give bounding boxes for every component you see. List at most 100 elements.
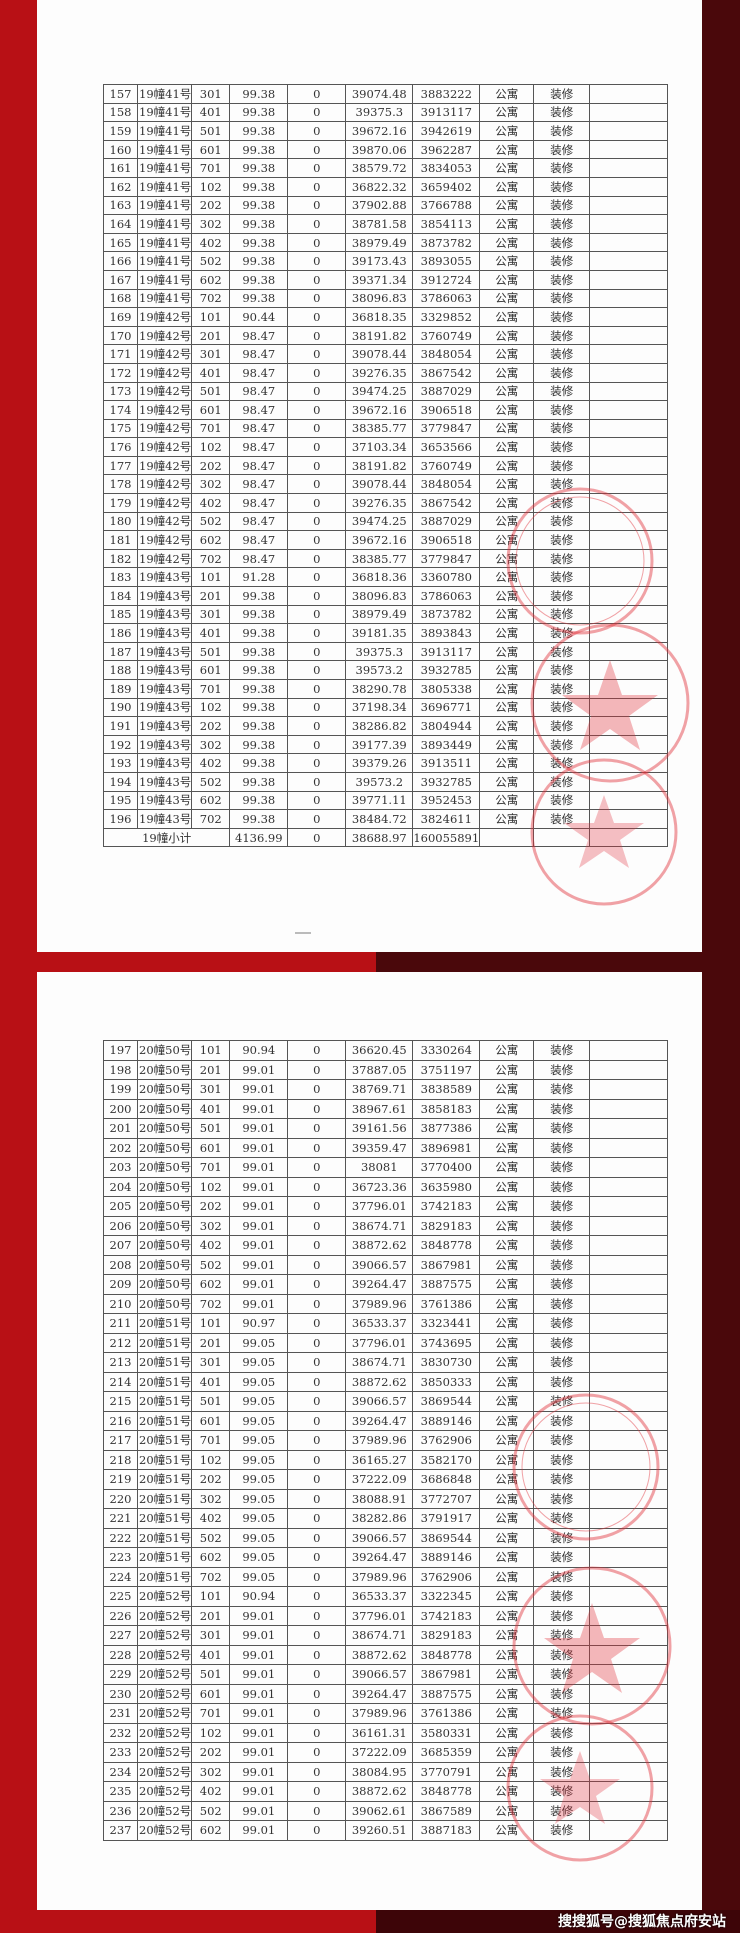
subtotal-avg-price: 38688.97 <box>345 827 414 848</box>
table-row: 234 20幢52号 302 99.01 0 38084.95 3770791 公寓 装修 <box>103 1761 669 1782</box>
room-number-cell: 301 <box>191 604 231 625</box>
decoration-cell: 装修 <box>533 307 591 327</box>
total-price-cell: 3659402 <box>412 176 481 197</box>
decoration-cell: 装修 <box>533 1781 591 1802</box>
property-type-cell: 公寓 <box>479 1586 535 1607</box>
property-type-cell: 公寓 <box>479 1352 535 1373</box>
area-cell: 99.01 <box>229 1157 289 1178</box>
table-row: 226 20幢52号 201 99.01 0 37796.01 3742183 公寓 装修 <box>103 1605 669 1626</box>
property-type-cell: 公寓 <box>479 121 535 141</box>
decoration-cell: 装修 <box>533 1644 591 1665</box>
room-number-cell: 401 <box>191 362 231 383</box>
row-number-cell: 214 <box>103 1371 138 1392</box>
remark-cell <box>589 344 669 364</box>
building-unit-cell: 19幢41号 <box>136 232 193 253</box>
row-number-cell: 160 <box>103 139 138 160</box>
property-type-cell: 公寓 <box>479 1644 535 1665</box>
property-type-cell: 公寓 <box>479 474 535 495</box>
area-cell: 98.47 <box>229 530 289 550</box>
total-price-cell: 3913511 <box>412 753 481 773</box>
unit-price-cell: 38979.49 <box>345 604 414 625</box>
property-type-cell: 公寓 <box>479 1157 535 1178</box>
row-number-cell: 171 <box>103 344 138 364</box>
area-cell: 99.38 <box>229 251 289 271</box>
row-number-cell: 220 <box>103 1488 138 1509</box>
unit-price-cell: 39672.16 <box>345 530 414 550</box>
scan-smudge <box>295 932 311 934</box>
remark-cell <box>589 1761 669 1782</box>
table-row: 217 20幢51号 701 99.05 0 37989.96 3762906 公寓 装修 <box>103 1430 669 1451</box>
remark-cell <box>589 400 669 420</box>
room-number-cell: 202 <box>191 716 231 736</box>
remark-cell <box>589 121 669 141</box>
property-type-cell: 公寓 <box>479 1664 535 1685</box>
decoration-cell: 装修 <box>533 362 591 383</box>
property-type-cell: 公寓 <box>479 1703 535 1724</box>
row-number-cell: 182 <box>103 548 138 569</box>
total-price-cell: 3761386 <box>412 1293 481 1314</box>
building-unit-cell: 20幢50号 <box>136 1118 193 1139</box>
property-type-cell: 公寓 <box>479 84 535 104</box>
total-price-cell: 3873782 <box>412 232 481 253</box>
building-unit-cell: 20幢51号 <box>136 1547 193 1568</box>
building-unit-cell: 19幢43号 <box>136 641 193 662</box>
total-price-cell: 3848778 <box>412 1781 481 1802</box>
building-unit-cell: 19幢43号 <box>136 567 193 588</box>
building-unit-cell: 19幢42号 <box>136 325 193 346</box>
unit-price-cell: 38872.62 <box>345 1371 414 1392</box>
property-type-cell: 公寓 <box>479 176 535 197</box>
row-number-cell: 226 <box>103 1605 138 1626</box>
total-price-cell: 3873782 <box>412 604 481 625</box>
property-type-cell: 公寓 <box>479 251 535 271</box>
decoration-cell: 装修 <box>533 1059 591 1080</box>
area-cell: 98.47 <box>229 400 289 420</box>
building-unit-cell: 20幢52号 <box>136 1683 193 1704</box>
zero-value-cell: 0 <box>287 716 347 736</box>
total-price-cell: 3686848 <box>412 1469 481 1490</box>
area-cell: 99.38 <box>229 586 289 606</box>
zero-value-cell: 0 <box>287 1820 347 1841</box>
table-row: 206 20幢50号 302 99.01 0 38674.71 3829183 公寓 装修 <box>103 1215 669 1236</box>
decoration-cell: 装修 <box>533 586 591 606</box>
unit-price-cell: 39066.57 <box>345 1527 414 1548</box>
room-number-cell: 602 <box>191 269 231 290</box>
unit-price-cell: 36818.36 <box>345 567 414 588</box>
room-number-cell: 201 <box>191 325 231 346</box>
total-price-cell: 3743695 <box>412 1332 481 1353</box>
room-number-cell: 602 <box>191 530 231 550</box>
total-price-cell: 3582170 <box>412 1449 481 1470</box>
area-cell: 99.38 <box>229 753 289 773</box>
area-cell: 98.47 <box>229 381 289 402</box>
unit-price-cell: 39161.56 <box>345 1118 414 1139</box>
property-type-cell: 公寓 <box>479 753 535 773</box>
remark-cell <box>589 176 669 197</box>
decoration-cell: 装修 <box>533 771 591 792</box>
row-number-cell: 207 <box>103 1235 138 1256</box>
table-row: 208 20幢50号 502 99.01 0 39066.57 3867981 公寓 装修 <box>103 1254 669 1275</box>
total-price-cell: 3913117 <box>412 102 481 123</box>
building-unit-cell: 20幢52号 <box>136 1664 193 1685</box>
total-price-cell: 3779847 <box>412 548 481 569</box>
building-unit-cell: 20幢51号 <box>136 1430 193 1451</box>
area-cell: 90.94 <box>229 1586 289 1607</box>
zero-value-cell: 0 <box>287 1625 347 1646</box>
remark-cell <box>589 84 669 104</box>
room-number-cell: 201 <box>191 1059 231 1080</box>
decoration-cell: 装修 <box>533 716 591 736</box>
room-number-cell: 702 <box>191 1293 231 1314</box>
total-price-cell: 3906518 <box>412 400 481 420</box>
area-cell: 99.38 <box>229 288 289 309</box>
total-price-cell: 3889146 <box>412 1547 481 1568</box>
building-unit-cell: 20幢52号 <box>136 1781 193 1802</box>
room-number-cell: 702 <box>191 288 231 309</box>
property-type-cell: 公寓 <box>479 511 535 532</box>
area-cell: 90.44 <box>229 307 289 327</box>
zero-value-cell: 0 <box>287 1781 347 1802</box>
remark-cell <box>589 1410 669 1431</box>
decoration-cell: 装修 <box>533 325 591 346</box>
building-unit-cell: 20幢51号 <box>136 1371 193 1392</box>
table-row: 159 19幢41号 501 99.38 0 39672.16 3942619 公寓 装修 <box>103 121 669 141</box>
area-cell: 99.38 <box>229 214 289 234</box>
unit-price-cell: 39276.35 <box>345 493 414 513</box>
row-number-cell: 204 <box>103 1176 138 1197</box>
